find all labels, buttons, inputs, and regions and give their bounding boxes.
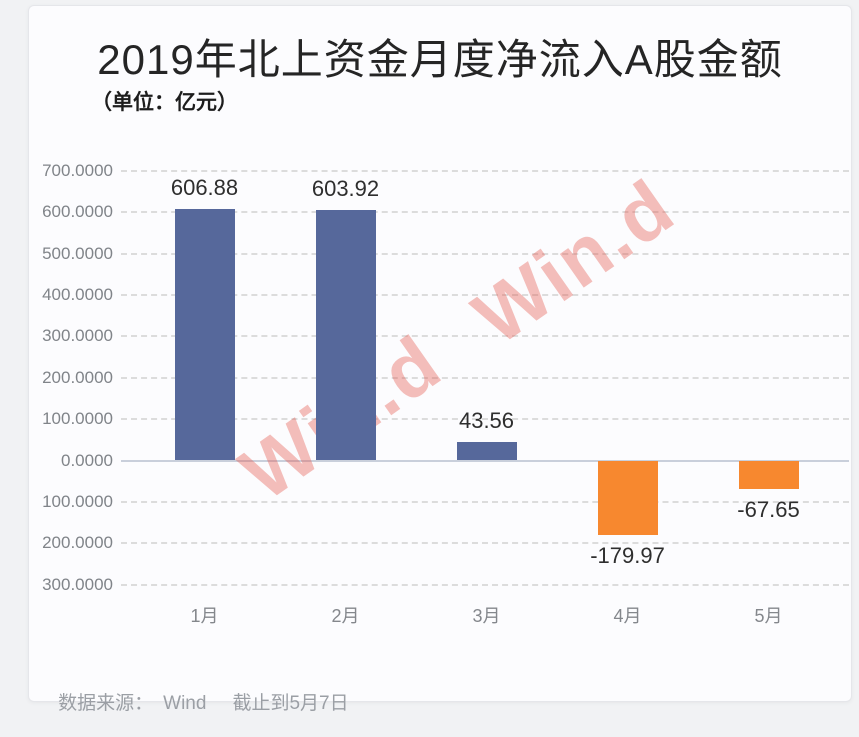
data-source: 数据来源： Wind 截止到5月7日 — [37, 666, 349, 737]
data-source-label: 数据来源： — [58, 693, 154, 714]
gridline-h — [121, 500, 849, 503]
x-axis-label: 1月 — [190, 606, 219, 626]
gridline-h — [121, 376, 849, 379]
bar-value-label: 606.88 — [170, 175, 239, 201]
y-axis-label: 200.0000 — [42, 533, 113, 553]
bar-1月 — [174, 209, 235, 461]
x-axis-label: 5月 — [754, 606, 783, 626]
x-axis-label: 3月 — [472, 606, 501, 626]
data-source-value: Wind — [163, 693, 207, 714]
y-axis-label: 0.0000 — [61, 450, 113, 470]
bar-value-label: -67.65 — [737, 496, 800, 522]
y-axis-label: 100.0000 — [42, 491, 113, 511]
chart-unit-label: （单位：亿元） — [91, 91, 238, 114]
zero-axis-line — [121, 459, 849, 462]
page-title: 2019年北上资金月度净流入A股金额 — [97, 36, 783, 83]
gridline-h — [121, 293, 849, 296]
chart-panel: 2019年北上资金月度净流入A股金额 （单位：亿元） 700.0000 600.0… — [28, 5, 852, 714]
bar-value-label: 43.56 — [458, 408, 515, 434]
bar-value-label: 603.92 — [311, 176, 380, 202]
y-axis-label: 700.0000 — [42, 160, 113, 180]
x-axis-label: 2月 — [331, 606, 360, 626]
data-source-note: 截止到5月7日 — [232, 693, 349, 714]
y-axis-label: 600.0000 — [42, 202, 113, 222]
bar-2月 — [315, 210, 376, 461]
x-axis-label: 4月 — [613, 606, 642, 626]
gridline-h — [121, 335, 849, 338]
bar-value-label: -179.97 — [590, 543, 665, 568]
y-axis-label: 400.0000 — [42, 284, 113, 304]
gridline-h — [121, 418, 849, 421]
bar-3月 — [456, 442, 517, 461]
y-axis-label: 300.0000 — [42, 326, 113, 346]
gridline-h — [121, 211, 849, 214]
y-axis-label: 200.0000 — [42, 367, 113, 387]
wind-watermark: Win.d — [457, 162, 690, 362]
gridline-h — [121, 252, 849, 255]
gridline-h — [121, 169, 849, 172]
y-axis-label: 100.0000 — [42, 409, 113, 429]
y-axis-label: 500.0000 — [42, 243, 113, 263]
gridline-h — [121, 542, 849, 545]
bar-4月 — [597, 460, 658, 535]
bar-5月 — [738, 460, 799, 489]
gridline-h — [121, 583, 849, 586]
y-axis-label: 300.0000 — [42, 574, 113, 594]
